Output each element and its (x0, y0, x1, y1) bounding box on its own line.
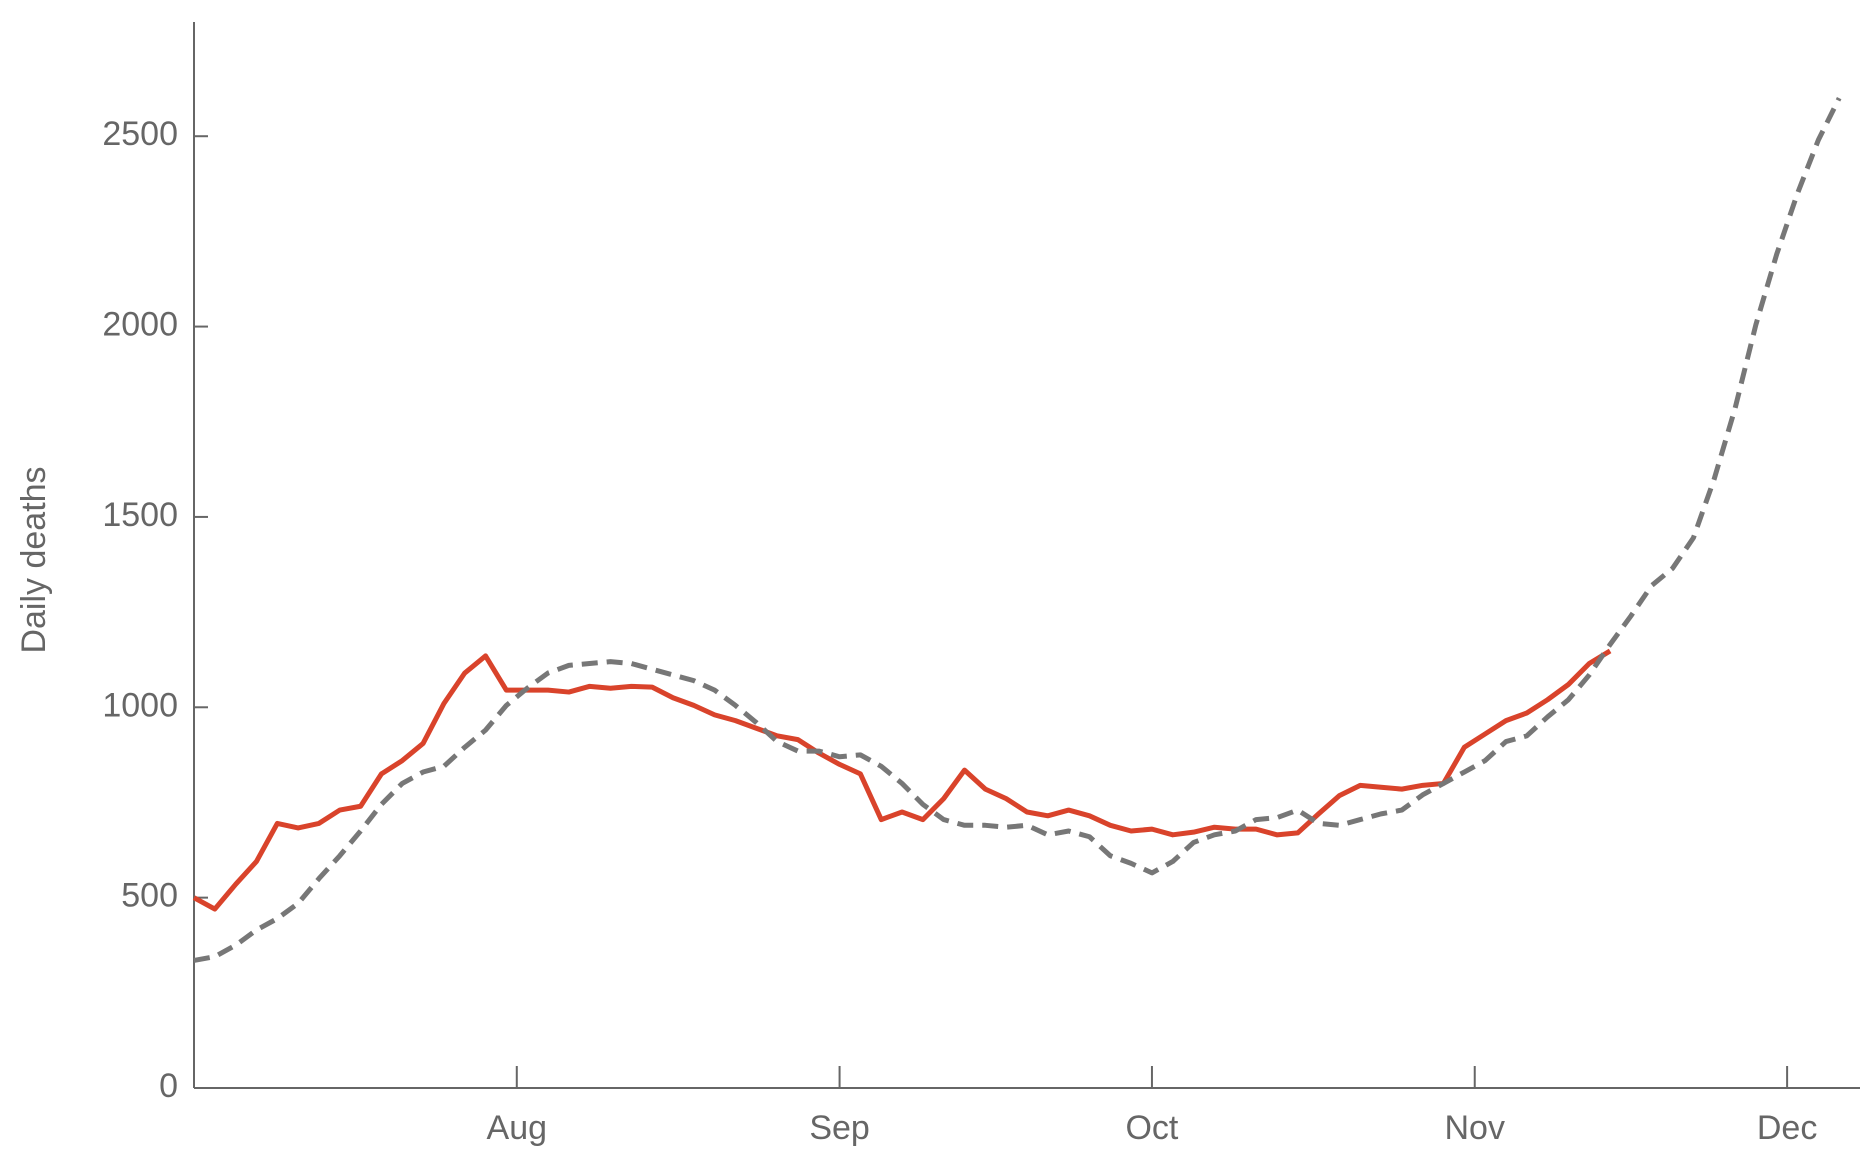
y-tick-label: 500 (121, 877, 178, 915)
x-tick-label: Oct (1125, 1109, 1178, 1147)
y-tick-label: 0 (159, 1067, 178, 1105)
y-tick-label: 2000 (102, 306, 178, 344)
y-tick-label: 1500 (102, 496, 178, 534)
y-tick-label: 1000 (102, 686, 178, 724)
x-tick-label: Aug (487, 1109, 548, 1147)
x-tick-label: Sep (809, 1109, 870, 1147)
x-tick-label: Nov (1445, 1109, 1505, 1147)
y-tick-label: 2500 (102, 115, 178, 153)
x-tick-label: Dec (1757, 1109, 1817, 1147)
series-line (193, 97, 1842, 963)
y-axis-label: Daily deaths (15, 466, 53, 653)
series-line (192, 648, 1612, 912)
